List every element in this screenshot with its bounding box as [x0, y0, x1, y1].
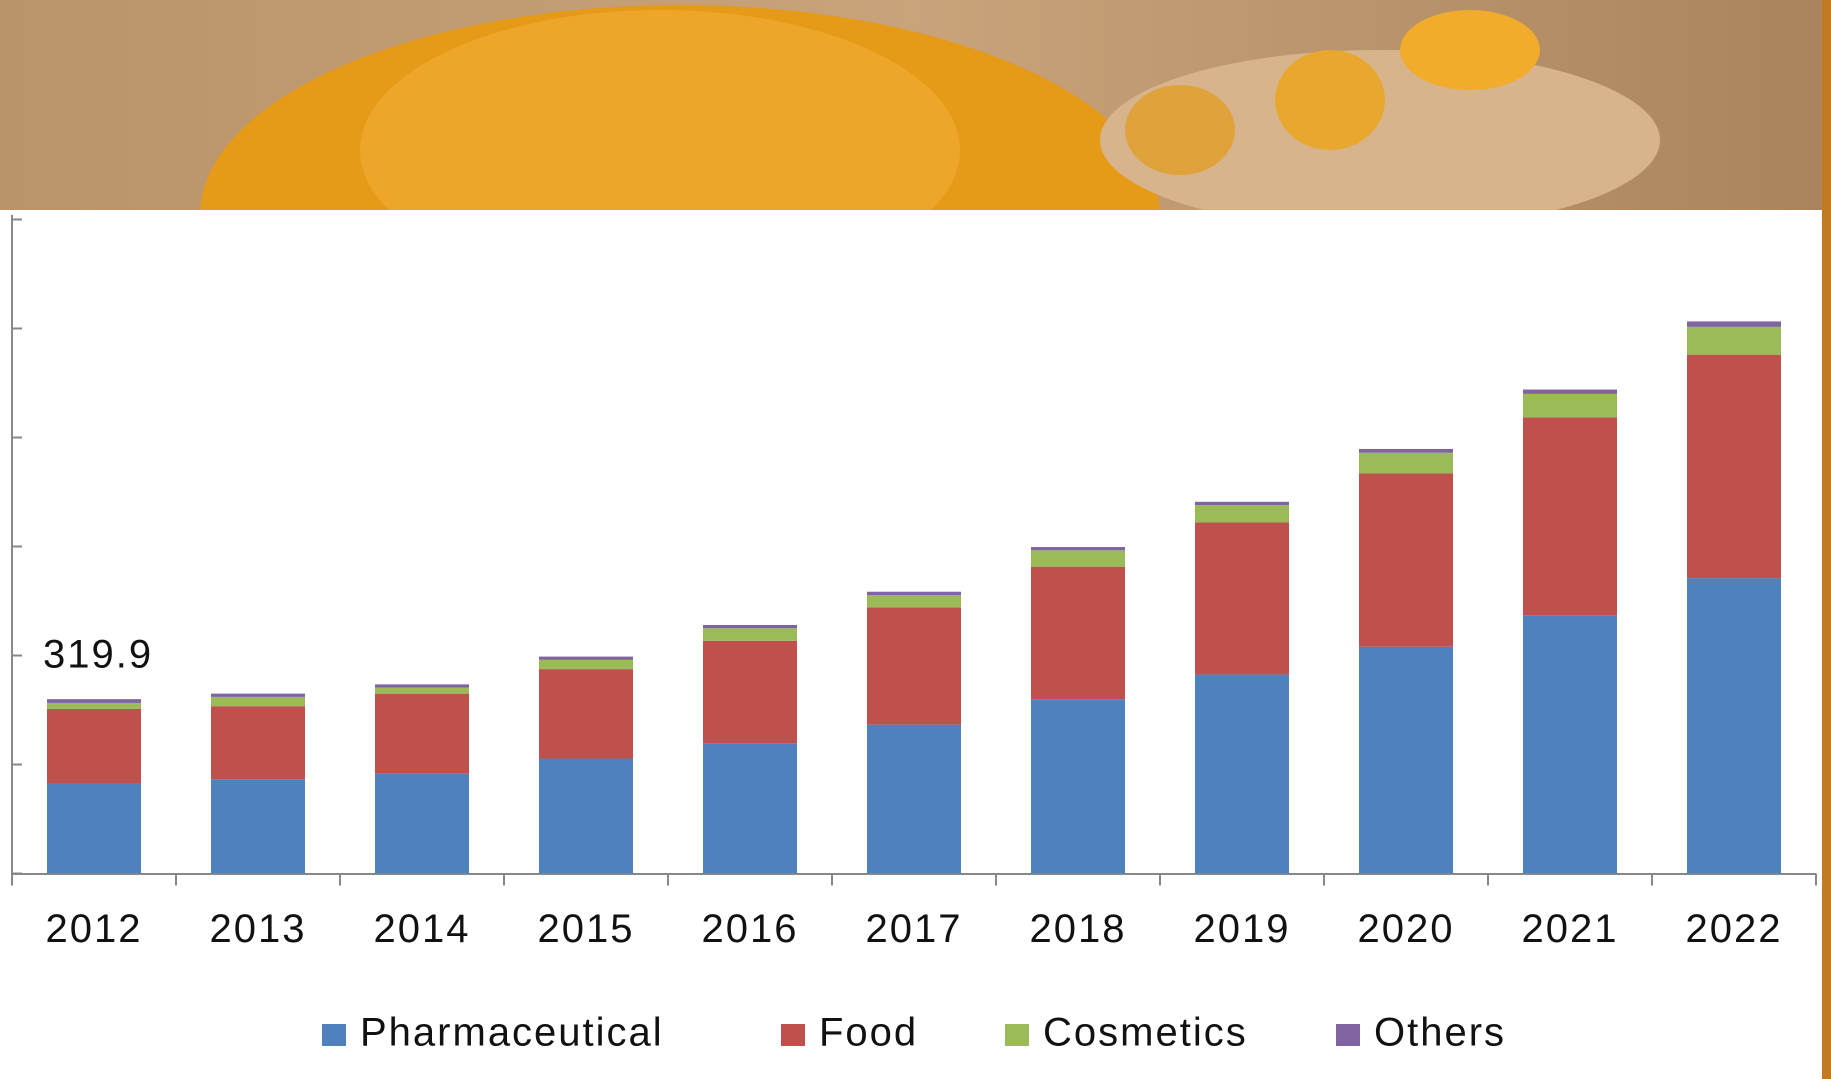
bar-segment [1031, 567, 1125, 699]
bar-segment [867, 595, 961, 608]
legend-swatch [1336, 1024, 1360, 1046]
legend-label: Food [819, 1011, 918, 1055]
legend-label: Cosmetics [1043, 1011, 1248, 1055]
bar-segment [211, 706, 305, 779]
bar-segment [1687, 578, 1781, 873]
bar-segment [1195, 502, 1289, 505]
bar-segment [1523, 615, 1617, 873]
bar-segment [1031, 547, 1125, 550]
bar-segment [1359, 647, 1453, 874]
bar-segment [1523, 417, 1617, 615]
bar-segment [1687, 355, 1781, 578]
legend-swatch [1005, 1024, 1029, 1046]
bar-segment [47, 709, 141, 783]
bar-segment [539, 669, 633, 758]
bar-segment [703, 625, 797, 628]
x-tick-label: 2019 [1194, 907, 1291, 951]
bar-segment [211, 779, 305, 873]
bar-segment [703, 743, 797, 873]
bar-segment [211, 697, 305, 706]
x-tick-label: 2014 [374, 907, 471, 951]
bar-segment [47, 703, 141, 709]
x-tick-label: 2020 [1358, 907, 1455, 951]
x-tick-label: 2021 [1522, 907, 1619, 951]
bar-segment [1195, 523, 1289, 675]
bar-segment [539, 660, 633, 669]
bar-segment [703, 628, 797, 641]
page: 2012 319.9 2013 2014 2015 2016 2017 2018 2019 202… [0, 0, 1831, 1079]
x-tick-label: 2013 [210, 907, 307, 951]
x-tick-label: 2012 [46, 907, 143, 951]
legend-swatch [781, 1024, 805, 1046]
x-tick-label: 2015 [538, 907, 635, 951]
annotation: 319.9 [43, 633, 153, 677]
bar-segment [375, 684, 469, 687]
bar-segment [539, 759, 633, 874]
bar-segment [1031, 550, 1125, 566]
legend-label: Others [1374, 1011, 1506, 1055]
x-tick-label: 2022 [1686, 907, 1783, 951]
bar-segment [1523, 390, 1617, 394]
x-tick-label: 2016 [702, 907, 799, 951]
x-tick-label: 2018 [1030, 907, 1127, 951]
bar-segment [211, 694, 305, 697]
bar-segment [539, 657, 633, 660]
legend-swatch [322, 1024, 346, 1046]
bar-segment [1687, 327, 1781, 355]
bar-segment [867, 608, 961, 725]
bar-segment [1359, 449, 1453, 453]
bar-segment [1359, 453, 1453, 474]
bar-segment [703, 641, 797, 743]
bar-segment [1523, 394, 1617, 417]
bar-segment [1359, 473, 1453, 646]
bar-segment [375, 694, 469, 774]
bar-segment [47, 699, 141, 703]
bar-segment [867, 725, 961, 874]
bar-segment [1687, 321, 1781, 326]
legend-label: Pharmaceutical [360, 1011, 664, 1055]
bar-segment [375, 774, 469, 874]
bar-segment [867, 592, 961, 595]
x-tick-label: 2017 [866, 907, 963, 951]
bar-segment [1195, 675, 1289, 874]
bar-segment [47, 783, 141, 873]
bar-segment [1031, 699, 1125, 873]
bar-segment [375, 688, 469, 694]
bar-segment [1195, 505, 1289, 522]
